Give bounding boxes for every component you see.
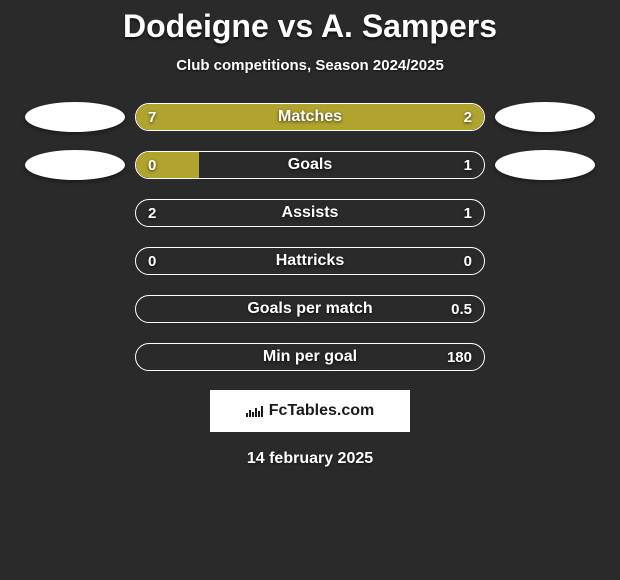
comparison-chart: 72Matches 01Goals 21Assists 00Hattricks 0.5G… [0,102,620,372]
stat-bar: 0.5Goals per match [135,295,485,323]
stat-row: 00Hattricks [0,246,620,276]
player1-name: Dodeigne [123,8,269,44]
player1-oval [25,102,125,132]
stat-bar: 21Assists [135,199,485,227]
player2-name: A. Sampers [321,8,497,44]
player1-oval [25,150,125,180]
stat-row: 180Min per goal [0,342,620,372]
stat-row: 21Assists [0,198,620,228]
stat-row: 01Goals [0,150,620,180]
stat-label: Goals per match [136,296,484,322]
vs-text: vs [278,8,314,44]
stat-label: Hattricks [136,248,484,274]
bar-chart-icon [246,406,263,417]
stat-label: Assists [136,200,484,226]
stat-bar: 01Goals [135,151,485,179]
brand-text: FcTables.com [269,402,375,420]
stat-bar: 00Hattricks [135,247,485,275]
stat-bar: 180Min per goal [135,343,485,371]
stat-label: Matches [136,104,484,130]
player2-oval [495,150,595,180]
date-text: 14 february 2025 [0,450,620,468]
subtitle: Club competitions, Season 2024/2025 [0,57,620,74]
brand-badge: FcTables.com [210,390,410,432]
comparison-title: Dodeigne vs A. Sampers [0,0,620,45]
stat-row: 0.5Goals per match [0,294,620,324]
stat-label: Min per goal [136,344,484,370]
stat-label: Goals [136,152,484,178]
stat-row: 72Matches [0,102,620,132]
player2-oval [495,102,595,132]
stat-bar: 72Matches [135,103,485,131]
